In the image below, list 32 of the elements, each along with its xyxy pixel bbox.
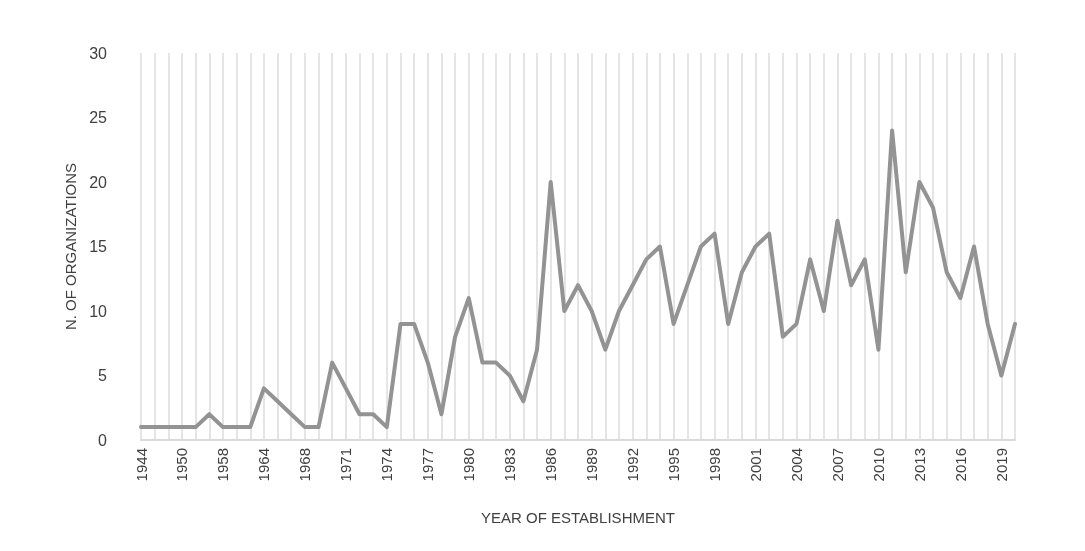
x-tick-label: 1968 bbox=[296, 448, 314, 482]
x-tick-label: 2010 bbox=[869, 448, 887, 482]
y-tick-label: 30 bbox=[89, 44, 108, 62]
y-tick-label: 10 bbox=[89, 302, 108, 320]
x-tick-label: 1950 bbox=[173, 448, 191, 482]
x-tick-label: 2019 bbox=[992, 448, 1010, 482]
x-tick-label: 1986 bbox=[542, 448, 560, 482]
x-tick-label: 2016 bbox=[951, 448, 969, 482]
x-tick-label: 2004 bbox=[788, 448, 805, 482]
x-tick-label: 1983 bbox=[501, 448, 519, 482]
line-series bbox=[139, 128, 1017, 430]
x-axis-title: YEAR OF ESTABLISHMENT bbox=[481, 509, 675, 526]
x-tick-label: 1989 bbox=[583, 448, 601, 482]
y-tick-label: 15 bbox=[89, 238, 108, 255]
x-tick-label: 1992 bbox=[624, 448, 642, 482]
x-tick-label: 1998 bbox=[706, 448, 724, 482]
x-tick-label: 2007 bbox=[828, 448, 846, 482]
x-tick-label: 2001 bbox=[747, 448, 765, 482]
x-tick-label: 1958 bbox=[214, 448, 232, 482]
x-tick-label: 1944 bbox=[132, 448, 150, 482]
x-tick-label: 1964 bbox=[255, 448, 273, 482]
x-tick-label: 1995 bbox=[665, 448, 683, 482]
x-tick-label: 1980 bbox=[460, 448, 478, 482]
x-tick-label: 2013 bbox=[910, 448, 928, 482]
y-tick-label: 25 bbox=[89, 109, 108, 126]
y-tick-label: 20 bbox=[89, 173, 108, 191]
x-tick-label: 1977 bbox=[419, 448, 437, 482]
x-tick-label: 1971 bbox=[337, 448, 355, 482]
y-axis-title: N. OF ORGANIZATIONS bbox=[62, 162, 80, 331]
y-tick-label: 0 bbox=[98, 431, 108, 449]
y-tick-label: 5 bbox=[98, 367, 108, 384]
x-tick-label: 1974 bbox=[378, 448, 396, 482]
